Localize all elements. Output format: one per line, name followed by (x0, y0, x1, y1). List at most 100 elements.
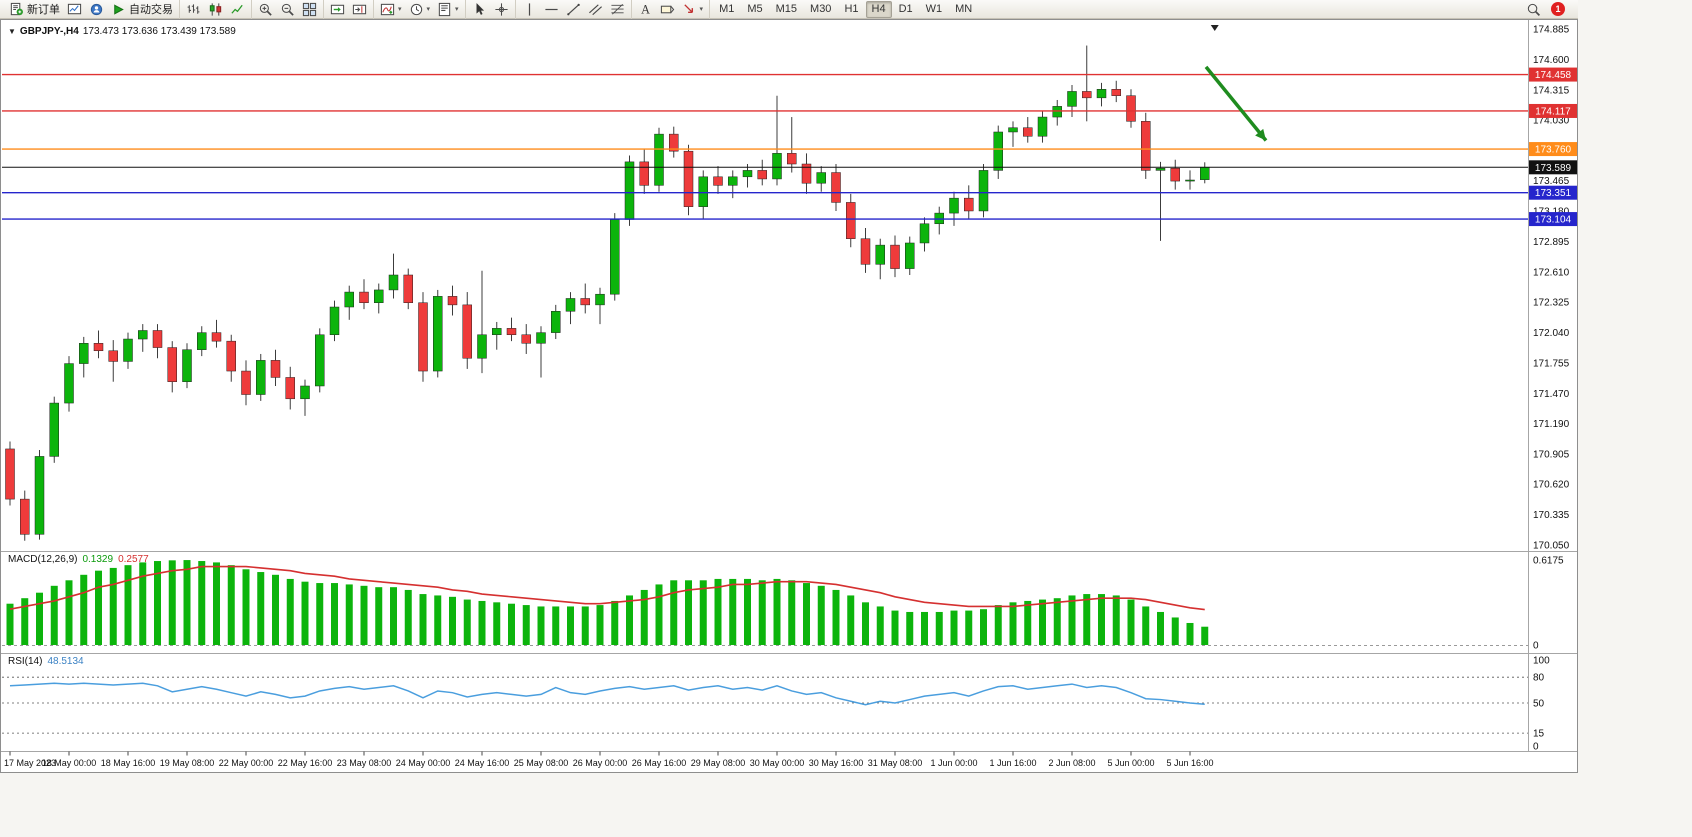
symbol-period-label: GBPJPY-,H4 (19, 26, 79, 37)
svg-text:170.050: 170.050 (1533, 541, 1570, 552)
timeframe-d1-button[interactable]: D1 (893, 1, 919, 18)
svg-text:17 May 2023: 17 May 2023 (4, 758, 56, 768)
chevron-down-icon: ▾ (455, 5, 459, 13)
svg-text:172.610: 172.610 (1533, 267, 1570, 278)
zoom-in-button[interactable] (255, 1, 276, 18)
timeframe-group: M1 M5 M15 M30 H1 H4 D1 W1 MN (709, 0, 981, 19)
macd-indicator: 0.6175 0 (2, 556, 1564, 652)
templates-button[interactable]: ▾ (434, 1, 462, 18)
vertical-line-button[interactable] (519, 1, 540, 18)
candlestick-series (5, 45, 1210, 541)
zoom-out-button[interactable] (277, 1, 298, 18)
svg-text:15: 15 (1533, 729, 1545, 740)
bar-chart-icon (186, 2, 201, 17)
indicators-button[interactable]: ▾ (377, 1, 405, 18)
new-order-icon (9, 2, 24, 17)
tile-windows-icon (302, 2, 317, 17)
svg-text:0.6175: 0.6175 (1533, 556, 1564, 567)
text-label-button[interactable] (657, 1, 678, 18)
candle-chart-button[interactable] (205, 1, 226, 18)
timeframe-m1-button[interactable]: M1 (713, 1, 740, 18)
fibonacci-button[interactable] (607, 1, 628, 18)
one-click-trading-icon[interactable]: ▼ (8, 27, 16, 36)
svg-text:0: 0 (1533, 742, 1539, 753)
chevron-down-icon: ▾ (398, 5, 402, 13)
timeframe-m30-button[interactable]: M30 (804, 1, 837, 18)
periods-button[interactable]: ▾ (406, 1, 434, 18)
svg-text:173.180: 173.180 (1533, 206, 1570, 217)
notifications-badge[interactable]: 1 (1551, 2, 1565, 16)
horizontal-line-button[interactable] (541, 1, 562, 18)
autotrading-button[interactable]: 自动交易 (108, 1, 176, 18)
toolbar-group: ▾ ▾ ▾ (373, 0, 465, 19)
svg-text:174.885: 174.885 (1533, 25, 1570, 36)
price-badge-174.117 (1529, 103, 1577, 118)
crosshair-icon (494, 2, 509, 17)
svg-text:29 May 08:00: 29 May 08:00 (691, 758, 746, 768)
new-order-button[interactable]: 新订单 (6, 1, 63, 18)
svg-text:26 May 00:00: 26 May 00:00 (573, 758, 628, 768)
new-chart-button[interactable] (64, 1, 85, 18)
line-chart-button[interactable] (227, 1, 248, 18)
trendline-icon (566, 2, 581, 17)
autotrading-label: 自动交易 (129, 4, 173, 16)
rsi-indicator-label: RSI(14) 48.5134 (8, 656, 84, 667)
timeframe-h1-button[interactable]: H1 (838, 1, 864, 18)
equidistant-channel-button[interactable] (585, 1, 606, 18)
svg-text:174.458: 174.458 (1535, 70, 1572, 81)
vertical-line-icon (522, 2, 537, 17)
rsi-name: RSI(14) (8, 656, 43, 667)
svg-text:1 Jun 16:00: 1 Jun 16:00 (989, 758, 1036, 768)
chart-window[interactable]: 174.885174.600174.315174.030173.745173.4… (0, 19, 1578, 773)
templates-icon (437, 2, 452, 17)
candle-chart-icon (208, 2, 223, 17)
trendline-button[interactable] (563, 1, 584, 18)
text-label-icon (660, 2, 675, 17)
chart-shift-button[interactable] (349, 1, 370, 18)
timeframe-m5-button[interactable]: M5 (741, 1, 768, 18)
auto-scroll-button[interactable] (327, 1, 348, 18)
svg-text:50: 50 (1533, 699, 1545, 710)
svg-text:171.470: 171.470 (1533, 389, 1570, 400)
text-button[interactable]: A (635, 1, 656, 18)
community-button[interactable] (86, 1, 107, 18)
svg-text:172.895: 172.895 (1533, 237, 1570, 248)
price-badge-173.760 (1529, 142, 1577, 157)
svg-text:31 May 08:00: 31 May 08:00 (868, 758, 923, 768)
tile-windows-button[interactable] (299, 1, 320, 18)
chart-title: ▼ GBPJPY-,H4 173.473 173.636 173.439 173… (8, 26, 236, 37)
price-axis[interactable]: 174.885174.600174.315174.030173.745173.4… (1529, 25, 1577, 552)
timeframe-h4-button[interactable]: H4 (865, 0, 892, 18)
equidistant-channel-icon (588, 2, 603, 17)
svg-text:24 May 00:00: 24 May 00:00 (396, 758, 451, 768)
search-button[interactable] (1523, 1, 1544, 18)
timeframe-w1-button[interactable]: W1 (920, 1, 949, 18)
ohlc-values: 173.473 173.636 173.439 173.589 (82, 26, 236, 37)
bar-chart-button[interactable] (183, 1, 204, 18)
svg-text:174.315: 174.315 (1533, 85, 1570, 96)
chevron-down-icon: ▾ (426, 5, 431, 13)
fibonacci-icon (610, 2, 625, 17)
svg-text:5 Jun 16:00: 5 Jun 16:00 (1166, 758, 1213, 768)
svg-text:173.760: 173.760 (1535, 145, 1572, 156)
timeframe-m15-button[interactable]: M15 (770, 1, 803, 18)
timeframe-mn-button[interactable]: MN (949, 1, 978, 18)
svg-text:0: 0 (1533, 641, 1539, 652)
arrow-objects-icon (682, 2, 697, 17)
chart-canvas[interactable]: 174.885174.600174.315174.030173.745173.4… (0, 19, 1578, 773)
community-icon (89, 2, 104, 17)
svg-text:173.104: 173.104 (1535, 215, 1572, 226)
trend-arrow-annotation[interactable] (1204, 65, 1268, 142)
arrow-objects-button[interactable]: ▾ (679, 1, 707, 18)
chevron-down-icon: ▾ (699, 5, 704, 13)
price-badge-173.351 (1529, 185, 1577, 200)
periods-icon (409, 2, 424, 17)
crosshair-button[interactable] (491, 1, 512, 18)
autotrading-icon (111, 2, 126, 17)
search-icon (1526, 2, 1541, 17)
new-order-label: 新订单 (27, 4, 60, 16)
toolbar-group: A ▾ (630, 0, 710, 19)
cursor-button[interactable] (469, 1, 490, 18)
